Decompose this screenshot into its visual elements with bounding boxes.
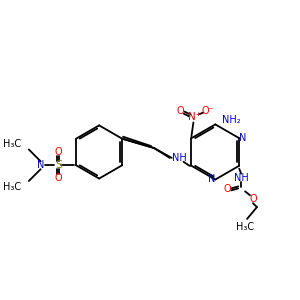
Text: O: O xyxy=(177,106,184,116)
Text: H₃C: H₃C xyxy=(3,182,21,192)
Text: NH₂: NH₂ xyxy=(222,116,240,125)
Text: S: S xyxy=(55,160,62,170)
Text: O: O xyxy=(224,184,231,194)
Text: O: O xyxy=(55,148,62,158)
Text: N⁺: N⁺ xyxy=(188,112,201,122)
Text: NH: NH xyxy=(172,153,187,163)
Text: O: O xyxy=(55,173,62,183)
Text: O: O xyxy=(249,194,257,204)
Text: N: N xyxy=(239,133,247,143)
Text: H₃C: H₃C xyxy=(3,139,21,148)
Text: O⁻: O⁻ xyxy=(202,106,214,116)
Text: H₃C: H₃C xyxy=(236,222,254,232)
Text: N: N xyxy=(37,160,44,170)
Text: N: N xyxy=(208,174,215,184)
Text: NH: NH xyxy=(234,172,248,183)
